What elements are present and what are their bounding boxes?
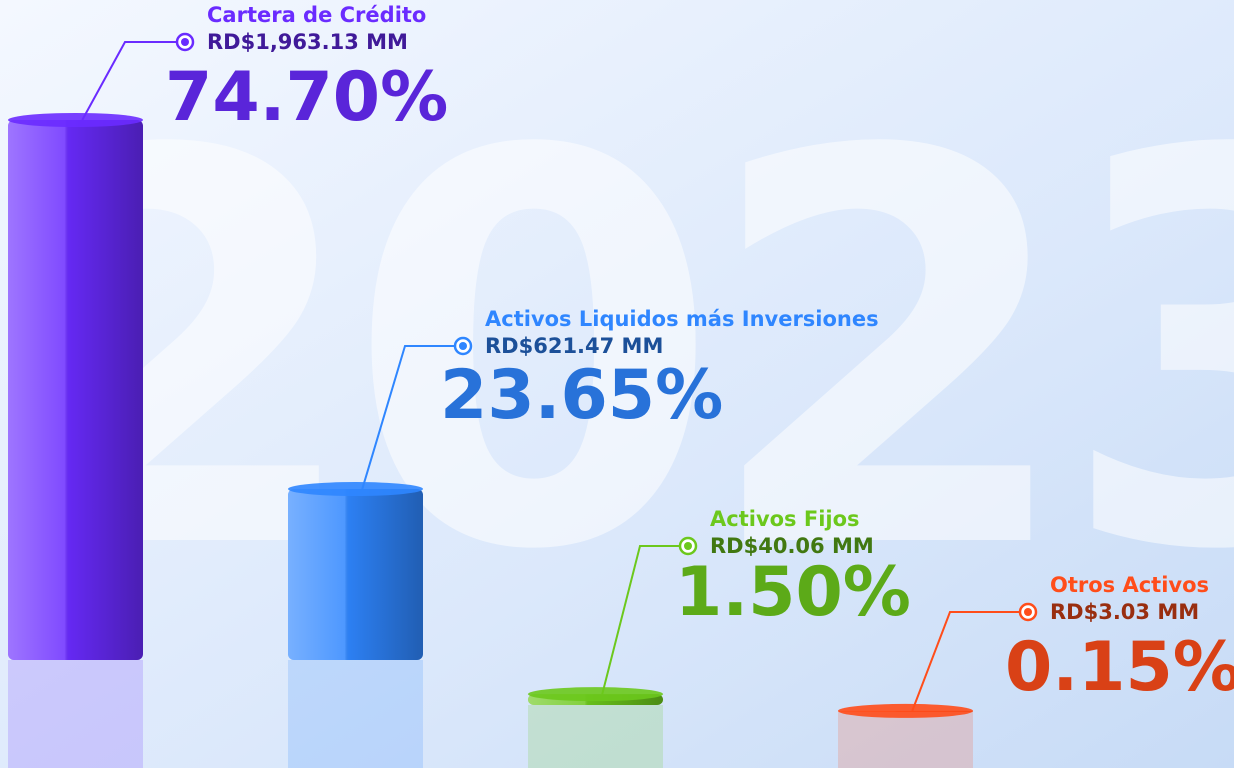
connector-dot-core bbox=[459, 342, 467, 350]
category-label: Otros Activos bbox=[1050, 573, 1209, 597]
amount-label: RD$3.03 MM bbox=[1050, 600, 1199, 624]
bar-reflection bbox=[528, 705, 663, 768]
bar-cap bbox=[8, 113, 143, 127]
bar-reflection bbox=[8, 660, 143, 768]
connector-dot-core bbox=[684, 542, 692, 550]
category-label: Activos Liquidos más Inversiones bbox=[485, 307, 879, 331]
chart: 2023 Cartera de CréditoRD$1,963.13 MM74.… bbox=[0, 0, 1234, 768]
connector-dot-core bbox=[1024, 608, 1032, 616]
category-label: Cartera de Crédito bbox=[207, 3, 426, 27]
amount-label: RD$1,963.13 MM bbox=[207, 30, 408, 54]
value-label: 74.70% bbox=[165, 58, 448, 137]
bar-cap bbox=[838, 704, 973, 718]
category-label: Activos Fijos bbox=[710, 507, 860, 531]
bar-cap bbox=[528, 687, 663, 701]
bar-reflection bbox=[288, 660, 423, 768]
bar-shine bbox=[8, 120, 143, 660]
value-label: 0.15% bbox=[1005, 628, 1234, 707]
bar-reflection bbox=[838, 712, 973, 768]
value-label: 1.50% bbox=[675, 553, 911, 632]
connector-dot-core bbox=[181, 38, 189, 46]
value-label: 23.65% bbox=[440, 356, 723, 435]
bar-cap bbox=[288, 482, 423, 496]
amount-label: RD$621.47 MM bbox=[485, 334, 663, 358]
bar-shine bbox=[288, 489, 423, 660]
